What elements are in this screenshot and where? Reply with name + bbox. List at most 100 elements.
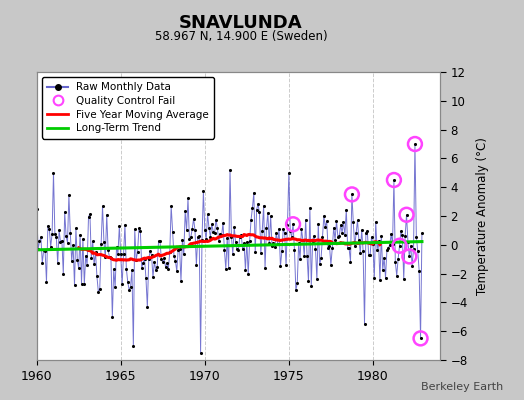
Point [115,223,124,230]
Point [34,246,42,252]
Point [266,213,275,219]
Point [232,239,240,245]
Point [68,258,76,264]
Point [394,256,402,262]
Point [272,230,280,236]
Legend: Raw Monthly Data, Quality Control Fail, Five Year Moving Average, Long-Term Tren: Raw Monthly Data, Quality Control Fail, … [42,77,214,138]
Point [146,248,155,254]
Point [195,233,203,240]
Point [357,227,366,233]
Point [219,220,227,226]
Point [309,238,317,244]
Point [288,234,296,240]
Point [292,287,300,294]
Point [251,249,259,255]
Point [84,214,93,220]
Point [397,228,405,234]
Point [201,226,209,233]
Point [87,255,95,262]
Point [359,247,367,254]
Point [224,265,233,271]
Point [318,234,326,241]
Point [344,245,352,252]
Point [118,281,126,288]
Point [193,234,202,240]
Point [321,224,330,230]
Point [286,228,294,235]
Point [297,225,305,232]
Point [172,268,181,274]
Point [134,249,142,255]
Point [370,275,378,281]
Y-axis label: Temperature Anomaly (°C): Temperature Anomaly (°C) [476,137,489,295]
Point [412,233,421,240]
Point [405,253,413,260]
Point [208,221,216,228]
Point [362,230,370,236]
Point [217,232,226,239]
Point [372,218,380,225]
Point [111,284,119,290]
Point [95,286,104,292]
Point [114,250,122,257]
Point [66,230,74,236]
Point [180,251,188,258]
Point [310,233,318,239]
Point [53,260,62,267]
Point [191,227,199,234]
Point [254,201,262,207]
Point [82,252,90,259]
Point [41,248,49,254]
Point [128,267,136,274]
Point [294,240,303,246]
Point [99,203,107,209]
Point [247,217,255,223]
Point [328,245,336,251]
Point [167,203,176,209]
Point [349,219,357,226]
Point [351,243,359,250]
Point [390,177,398,183]
Point [261,265,269,271]
Point [149,274,157,280]
Point [411,141,419,147]
Point [171,258,180,264]
Point [279,226,288,232]
Point [91,249,100,256]
Point [103,212,111,218]
Point [338,230,346,236]
Point [342,206,351,213]
Point [59,271,68,277]
Point [282,262,290,268]
Point [105,254,114,260]
Point [108,314,116,320]
Point [390,177,398,183]
Point [215,238,223,244]
Point [32,206,41,212]
Point [151,267,160,273]
Point [238,246,247,252]
Point [253,206,261,213]
Point [336,222,345,228]
Point [296,256,304,262]
Point [381,274,390,281]
Point [307,283,315,289]
Point [301,216,310,223]
Point [257,250,265,256]
Point [369,240,377,247]
Point [161,264,170,270]
Point [376,277,384,283]
Point [391,259,399,266]
Point [262,225,270,232]
Point [93,273,101,280]
Point [69,242,78,248]
Point [143,304,151,311]
Point [320,213,328,219]
Point [78,280,86,287]
Point [203,211,212,218]
Point [293,280,301,286]
Point [45,226,53,232]
Point [52,234,60,240]
Point [43,223,52,229]
Point [245,238,254,244]
